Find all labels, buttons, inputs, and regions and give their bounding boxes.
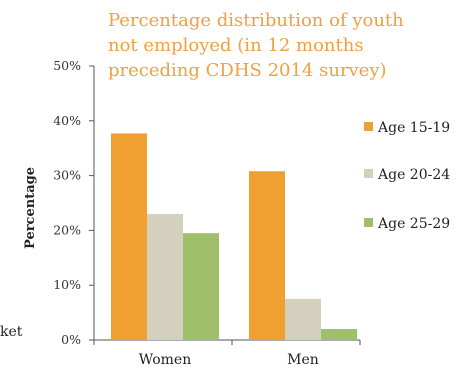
legend-swatch-2 [364,169,373,178]
legend: Age 15-19 Age 20-24 Age 25-29 [364,120,450,232]
y-axis-ticks: 0% 10% 20% 30% 40% 50% [53,58,94,347]
y-tick-label: 0% [61,332,81,347]
x-axis-labels: Women Men [93,340,361,368]
bars [111,133,357,340]
x-tick-label-men: Men [287,352,319,368]
title-line-1: Percentage distribution of youth [108,10,404,31]
bar-women-3 [183,233,219,340]
y-tick-label: 40% [53,113,81,128]
bar-men-2 [285,298,321,340]
y-tick-label: 30% [53,168,81,183]
bar-women-2 [147,213,183,340]
legend-label-3: Age 25-29 [377,216,450,232]
legend-swatch-1 [364,122,373,131]
legend-label-2: Age 20-24 [377,167,450,183]
y-tick-label: 10% [53,277,81,292]
bar-women-1 [111,133,147,340]
y-tick-label: 20% [53,222,81,237]
y-tick-label: 50% [53,58,81,73]
title-line-3: preceding CDHS 2014 survey) [108,60,387,81]
title-line-2: not employed (in 12 months [108,35,364,56]
y-axis-label: Percentage [23,167,38,249]
clipped-side-text: ket [0,324,23,340]
bar-men-3 [321,329,357,340]
legend-label-1: Age 15-19 [377,120,450,136]
bar-men-1 [249,171,285,340]
x-tick-label-women: Women [139,352,191,368]
chart-title: Percentage distribution of youth not empl… [108,10,404,81]
legend-swatch-3 [364,218,373,227]
